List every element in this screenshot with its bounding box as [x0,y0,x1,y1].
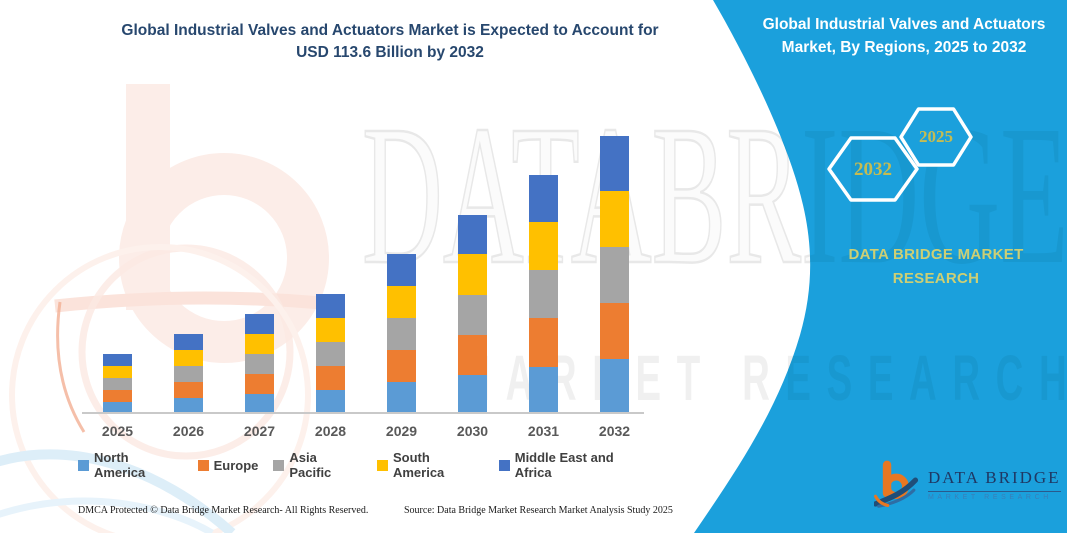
source-note: Source: Data Bridge Market Research Mark… [404,505,673,516]
b-logo-icon [874,460,919,508]
bar-segment-middle-east-and-africa [387,254,416,286]
bar-segment-middle-east-and-africa [458,215,487,255]
bar-segment-europe [103,389,132,402]
bar-2027 [245,314,274,413]
bar-segment-middle-east-and-africa [245,314,274,334]
bar-segment-europe [458,334,487,375]
bar-segment-north-america [529,366,558,413]
bar-2026 [174,334,203,413]
panel-brand-text: DATA BRIDGE MARKET RESEARCH [848,246,1024,287]
legend-swatch [273,459,285,471]
panel-title: Global Industrial Valves and Actuators M… [762,16,1046,56]
legend-label: Europe [213,457,259,473]
bar-segment-north-america [458,374,487,413]
x-axis-labels: 2025 2026 2027 2028 2029 2030 2031 2032 [85,423,647,441]
bar-segment-asia-pacific [174,366,203,382]
x-axis-label-2031: 2031 [527,423,560,439]
bar-segment-south-america [529,222,558,271]
legend-item-middle-east-and-africa: Middle East and Africa [498,450,653,480]
bar-segment-south-america [174,349,203,367]
x-axis-label-2026: 2026 [172,423,205,439]
bar-segment-south-america [387,285,416,318]
bar-2028 [316,294,345,413]
bar-segment-asia-pacific [458,294,487,335]
bar-segment-asia-pacific [387,317,416,350]
legend-item-north-america: North America [78,450,183,480]
legend-item-south-america: South America [377,450,484,480]
legend-item-europe: Europe [197,457,259,473]
legend-label: North America [93,450,146,480]
bar-segment-asia-pacific [529,270,558,319]
bar-segment-middle-east-and-africa [316,294,345,318]
bar-segment-north-america [387,382,416,413]
legend-swatch [197,459,209,471]
x-axis-label-2032: 2032 [598,423,631,439]
company-logo: DATA BRIDGE MARKET RESEARCH [874,455,1061,513]
bar-segment-europe [387,349,416,382]
b-logo-watermark [9,84,329,533]
legend-swatch [78,459,89,471]
bar-segment-europe [174,381,203,398]
year-hexagons [827,107,973,202]
bar-segment-middle-east-and-africa [103,354,132,366]
x-axis-label-2027: 2027 [243,423,276,439]
x-axis-label-2029: 2029 [385,423,418,439]
x-axis-label-2030: 2030 [456,423,489,439]
bar-segment-south-america [600,190,629,248]
bar-segment-europe [600,303,629,360]
bar-segment-north-america [174,397,203,413]
bar-2025 [103,354,132,413]
bar-segment-asia-pacific [245,353,274,374]
bar-2031 [529,175,558,413]
bar-segment-north-america [600,359,629,413]
bar-segment-north-america [245,393,274,413]
hexagon-2032 [827,136,919,202]
bar-segment-asia-pacific [600,247,629,304]
bar-segment-middle-east-and-africa [600,136,629,191]
bar-segment-europe [245,373,274,394]
dmca-notice: DMCA Protected © Data Bridge Market Rese… [78,505,369,516]
bars-layer [85,120,647,413]
bar-segment-south-america [245,333,274,354]
bar-segment-europe [316,365,345,390]
legend-swatch [377,459,388,471]
bar-2029 [387,254,416,413]
bar-segment-south-america [103,365,132,378]
hexagon-2032-label: 2032 [854,159,892,180]
logo-name: DATA BRIDGE [928,468,1061,492]
logo-text: DATA BRIDGE MARKET RESEARCH [928,468,1061,501]
legend-label: Middle East and Africa [514,450,614,480]
page-title-line1: Global Industrial Valves and Actuators M… [121,22,659,39]
bar-segment-south-america [316,317,345,342]
legend-swatch [498,459,510,471]
bar-segment-asia-pacific [316,341,345,366]
page-title-line2: USD 113.6 Billion by 2032 [296,44,484,61]
swoosh-watermark [0,449,236,533]
bar-segment-north-america [316,389,345,413]
x-axis-label-2028: 2028 [314,423,347,439]
bar-segment-middle-east-and-africa [174,334,203,350]
x-axis-label-2025: 2025 [101,423,134,439]
hexagon-2025-label: 2025 [919,127,953,146]
stacked-bar-chart [85,120,647,413]
bar-2032 [600,136,629,413]
logo-subtitle: MARKET RESEARCH [928,493,1052,501]
hexagon-2025 [899,107,973,167]
bar-2030 [458,215,487,413]
x-axis-line [82,412,644,414]
bar-segment-south-america [458,254,487,295]
blue-panel [694,0,1067,533]
bar-segment-middle-east-and-africa [529,175,558,223]
legend: North America Europe Asia Pacific South Ame… [78,450,653,480]
legend-label: South America [392,450,445,480]
bar-segment-asia-pacific [103,377,132,390]
bar-segment-europe [529,318,558,367]
legend-label: Asia Pacific [289,450,332,480]
legend-item-asia-pacific: Asia Pacific [273,450,362,480]
page-title: Global Industrial Valves and Actuators M… [60,20,720,64]
bar-segment-north-america [103,401,132,413]
